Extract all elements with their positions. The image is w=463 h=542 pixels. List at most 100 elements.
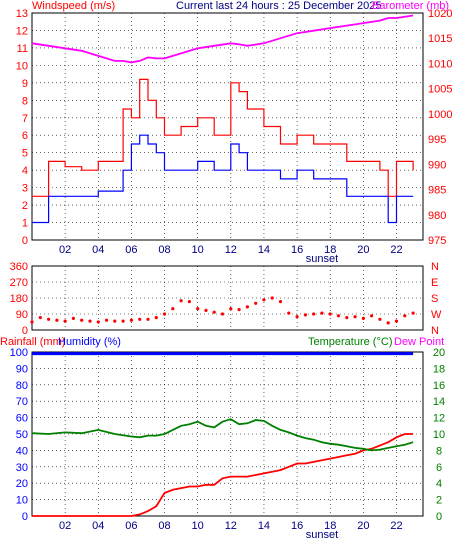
direction-point [63, 319, 67, 323]
rain-y-tick-label: 100 [10, 347, 28, 359]
direction-point [55, 318, 59, 322]
direction-y-tick-label: 270 [10, 277, 28, 289]
temp-y-tick-label: 8 [436, 445, 442, 457]
sunset-label-bottom: sunset [306, 529, 338, 541]
wind-x-tick-label: 18 [324, 244, 336, 256]
baro-y-tick-label: 1015 [428, 33, 452, 45]
rain-y-tick-label: 80 [16, 380, 28, 392]
direction-point [187, 300, 191, 304]
wind-y-tick-label: 4 [22, 165, 28, 177]
direction-point [312, 312, 316, 316]
direction-point [237, 308, 241, 312]
direction-point [328, 312, 332, 316]
temp-y-tick-label: 14 [433, 396, 445, 408]
direction-point [138, 317, 142, 321]
rain-y-tick-label: 40 [16, 445, 28, 457]
wind-y-tick-label: 8 [22, 95, 28, 107]
direction-point [378, 317, 382, 321]
direction-point [154, 316, 158, 320]
direction-compass-label: W [431, 309, 442, 321]
direction-point [204, 308, 208, 312]
baro-y-tick-label: 980 [428, 210, 446, 222]
wind-y-tick-label: 6 [22, 130, 28, 142]
wind-y-tick-label: 7 [22, 113, 28, 125]
temp-y-tick-label: 6 [436, 462, 442, 474]
rain-y-tick-label: 0 [22, 511, 28, 523]
chart-title: Current last 24 hours : 25 December 2025 [176, 0, 381, 12]
direction-point [262, 298, 266, 302]
direction-point [270, 296, 274, 300]
rain-x-tick-label: 10 [192, 520, 204, 532]
baro-y-tick-label: 1020 [428, 8, 452, 20]
direction-point [146, 317, 150, 321]
rain-y-tick-label: 30 [16, 462, 28, 474]
rainfall-label: Rainfall (mm) [0, 336, 65, 348]
sunset-label: sunset [306, 253, 338, 265]
wind-x-tick-label: 20 [357, 244, 369, 256]
direction-point [212, 310, 216, 314]
direction-point [386, 321, 390, 325]
direction-point [96, 320, 100, 324]
wind-average-line [32, 134, 414, 224]
rainfall-line [32, 433, 414, 517]
temp-y-tick-label: 4 [436, 478, 442, 490]
wind-y-tick-label: 2 [22, 200, 28, 212]
temperature-label: Temperature (°C) [308, 336, 392, 348]
wind-label: Windspeed (m/s) [32, 0, 115, 12]
rain-x-tick-label: 06 [125, 520, 137, 532]
wind-y-tick-label: 12 [16, 25, 28, 37]
baro-y-tick-label: 995 [428, 134, 446, 146]
rain-x-tick-label: 16 [291, 520, 303, 532]
direction-point [303, 313, 307, 317]
temp-y-tick-label: 18 [433, 363, 445, 375]
direction-point [179, 299, 183, 303]
direction-point [411, 311, 415, 315]
temp-y-tick-label: 10 [433, 429, 445, 441]
direction-point [287, 311, 291, 315]
baro-y-tick-label: 990 [428, 159, 446, 171]
rain-hum-temp-panel: 0102030405060708090100024681012141618200… [10, 347, 445, 541]
direction-point [88, 319, 92, 323]
wind-y-tick-label: 0 [22, 235, 28, 247]
direction-point [80, 318, 84, 322]
direction-point [121, 319, 125, 323]
wind-x-tick-label: 08 [158, 244, 170, 256]
wind-baro-panel: 0123456789101112139759809859909951000100… [16, 8, 453, 265]
rain-x-tick-label: 08 [158, 520, 170, 532]
barometer-label: Barometer (mb) [372, 0, 449, 12]
direction-point [345, 316, 349, 320]
rain-x-tick-label: 22 [390, 520, 402, 532]
temp-y-tick-label: 12 [433, 413, 445, 425]
direction-y-tick-label: 360 [10, 261, 28, 273]
rain-x-tick-label: 14 [258, 520, 270, 532]
barometer-line [31, 14, 414, 64]
baro-y-tick-label: 1005 [428, 84, 452, 96]
direction-point [47, 317, 51, 321]
temp-y-tick-label: 16 [433, 380, 445, 392]
rain-y-tick-label: 20 [16, 478, 28, 490]
direction-compass-label: N [431, 325, 439, 337]
rain-x-tick-label: 02 [59, 520, 71, 532]
direction-panel-frame [31, 265, 424, 331]
rain-y-tick-label: 90 [16, 363, 28, 375]
rain-x-tick-label: 04 [92, 520, 104, 532]
humidity-label: Humidity (%) [58, 336, 121, 348]
temp-y-tick-label: 2 [436, 495, 442, 507]
direction-point [254, 301, 258, 305]
direction-point [171, 307, 175, 311]
wind-y-tick-label: 5 [22, 148, 28, 160]
direction-point [71, 316, 75, 320]
wind-panel-frame [31, 12, 424, 241]
direction-point [245, 305, 249, 309]
wind-x-tick-label: 02 [59, 244, 71, 256]
direction-y-tick-label: 90 [16, 309, 28, 321]
wind-x-tick-label: 06 [125, 244, 137, 256]
direction-compass-label: S [431, 293, 438, 305]
wind-y-tick-label: 11 [17, 43, 28, 55]
wind-gust-line [32, 78, 414, 197]
rain-y-tick-label: 10 [16, 495, 28, 507]
wind-x-tick-label: 14 [258, 244, 270, 256]
direction-point [129, 318, 133, 322]
